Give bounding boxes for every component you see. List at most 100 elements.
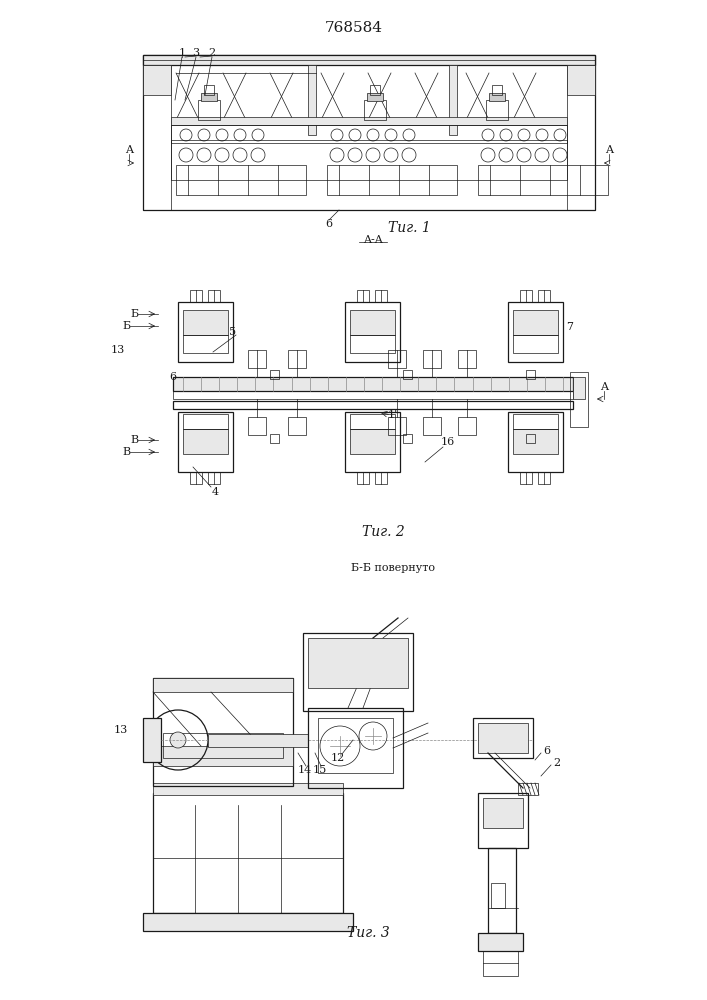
Bar [350,414,395,429]
Text: Τиг. 2: Τиг. 2 [361,525,404,539]
Bar [357,290,369,302]
Bar [308,65,316,135]
Bar [143,55,595,210]
Bar [143,718,161,762]
Bar [308,638,408,688]
Text: 13: 13 [111,345,125,355]
Bar [478,165,608,195]
Bar [388,350,406,368]
Bar [513,335,558,353]
Circle shape [170,732,186,748]
Bar [248,350,266,368]
Bar [570,372,588,427]
Text: A: A [600,382,608,392]
Text: 1': 1' [388,410,398,420]
Bar [143,913,353,931]
Bar [143,65,171,95]
Text: 1: 1 [178,48,185,58]
Bar [173,391,573,399]
Bar [370,85,380,95]
Bar [178,302,233,362]
Bar [513,429,558,454]
Bar [350,429,395,454]
Bar [478,793,528,848]
Bar [513,414,558,429]
Text: 2: 2 [209,48,216,58]
Bar [327,165,457,195]
Bar [573,377,585,399]
Bar [483,798,523,828]
Bar [208,472,220,484]
Bar [567,65,595,95]
Bar [198,100,220,120]
Bar [208,290,220,302]
Bar [478,933,523,951]
Bar [173,401,573,409]
Bar [190,472,202,484]
Text: Τиг. 3: Τиг. 3 [346,926,390,940]
Bar [345,302,400,362]
Text: 16: 16 [441,437,455,447]
Bar [153,678,293,786]
Bar [473,718,533,758]
Text: 7: 7 [566,322,573,332]
Bar [508,302,563,362]
Bar [375,472,387,484]
Bar [367,93,383,101]
Bar [153,783,343,795]
Text: A-A: A-A [363,235,383,245]
Bar [270,370,279,379]
Bar [375,290,387,302]
Text: 15: 15 [313,765,327,775]
Bar [303,633,413,711]
Bar [153,746,293,766]
Bar [201,93,217,101]
Bar [520,290,532,302]
Bar [208,734,308,747]
Bar [171,125,567,143]
Text: 5: 5 [230,327,237,337]
Text: 4: 4 [211,487,218,497]
Text: 13: 13 [114,725,128,735]
Text: A: A [605,145,613,155]
Bar [489,93,505,101]
Bar [478,723,528,753]
Bar [270,434,279,443]
Bar [423,417,441,435]
Bar [520,472,532,484]
Bar [183,414,228,429]
Text: Б: Б [130,309,138,319]
Bar [153,793,343,913]
Bar [526,370,535,379]
Text: 12: 12 [331,753,345,763]
Text: A: A [125,145,133,155]
Bar [308,708,403,788]
Bar [153,678,293,692]
Bar [513,310,558,335]
Bar [449,65,457,135]
Bar [288,350,306,368]
Text: Б-Б повернуто: Б-Б повернуто [351,563,435,573]
Text: 6: 6 [544,746,551,756]
Bar [538,290,550,302]
Bar [143,65,171,210]
Bar [350,335,395,353]
Bar [176,165,306,195]
Bar [178,412,233,472]
Text: 14: 14 [298,765,312,775]
Bar [483,951,518,976]
Bar [388,417,406,435]
Text: Τиг. 1: Τиг. 1 [387,221,431,235]
Text: 2: 2 [554,758,561,768]
Text: Б: Б [122,321,130,331]
Bar [183,310,228,335]
Bar [491,883,505,908]
Bar [318,718,393,773]
Bar [183,429,228,454]
Bar [508,412,563,472]
Bar [248,417,266,435]
Bar [458,417,476,435]
Bar [486,100,508,120]
Bar [526,434,535,443]
Bar [364,100,386,120]
